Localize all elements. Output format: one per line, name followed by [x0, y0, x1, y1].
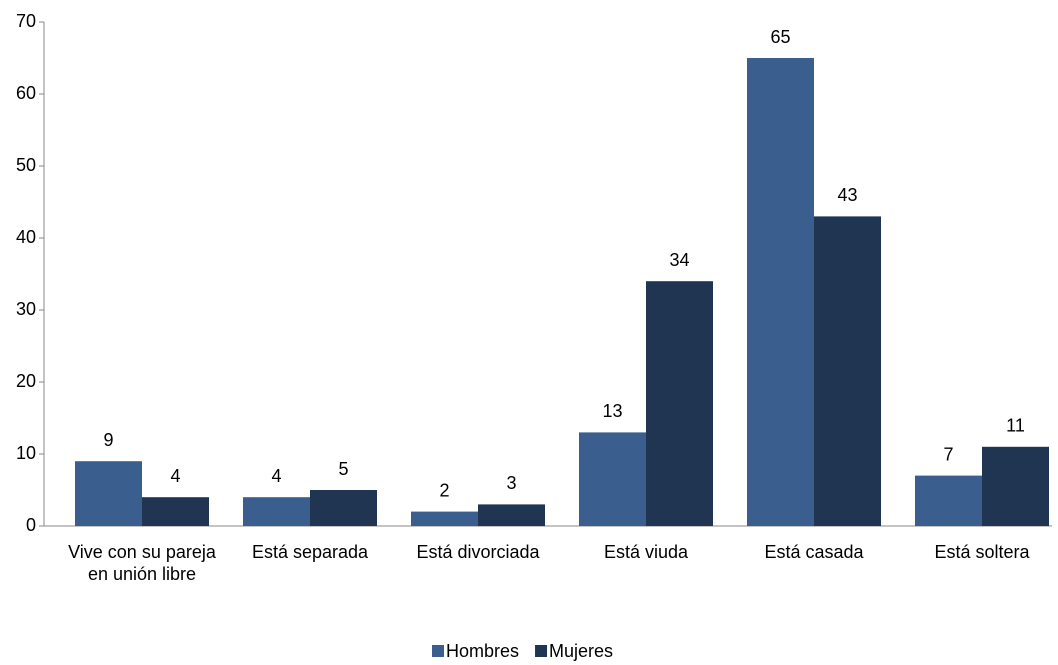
- bar: [411, 511, 478, 526]
- bar: [478, 504, 545, 526]
- data-label: 5: [338, 459, 348, 479]
- data-label: 9: [103, 430, 113, 450]
- x-tick-label: Está separada: [252, 542, 369, 562]
- y-tick-label: 20: [16, 371, 36, 391]
- data-label: 65: [770, 27, 790, 47]
- data-label: 11: [1006, 416, 1025, 436]
- bar: [982, 446, 1049, 526]
- bar: [814, 216, 881, 526]
- legend-label: Hombres: [446, 641, 519, 661]
- legend-swatch: [432, 645, 444, 657]
- data-label: 3: [506, 473, 516, 493]
- legend-label: Mujeres: [549, 641, 613, 661]
- y-tick-label: 30: [16, 299, 36, 319]
- y-tick-label: 60: [16, 83, 36, 103]
- y-tick-label: 0: [26, 515, 36, 535]
- x-tick-label: Está divorciada: [416, 542, 540, 562]
- bar: [142, 497, 209, 526]
- data-label: 4: [170, 466, 180, 486]
- x-tick-label: Está viuda: [604, 542, 689, 562]
- bar: [310, 490, 377, 526]
- bar: [915, 475, 982, 526]
- data-label: 43: [837, 185, 857, 205]
- data-label: 4: [271, 466, 281, 486]
- bar: [75, 461, 142, 526]
- legend-swatch: [535, 645, 548, 657]
- data-label: 13: [602, 401, 622, 421]
- y-tick-label: 10: [16, 443, 36, 463]
- bar: [579, 432, 646, 526]
- y-tick-label: 70: [16, 11, 36, 31]
- x-tick-label: Está casada: [764, 542, 864, 562]
- y-tick-label: 50: [16, 155, 36, 175]
- y-tick-label: 40: [16, 227, 36, 247]
- x-tick-label: Vive con su pareja en unión libre: [68, 542, 217, 584]
- bar: [646, 281, 713, 526]
- data-label: 2: [439, 480, 449, 500]
- bar: [747, 58, 814, 526]
- data-label: 34: [669, 250, 689, 270]
- bar: [243, 497, 310, 526]
- data-label: 7: [943, 444, 953, 464]
- x-tick-label: Está soltera: [934, 542, 1030, 562]
